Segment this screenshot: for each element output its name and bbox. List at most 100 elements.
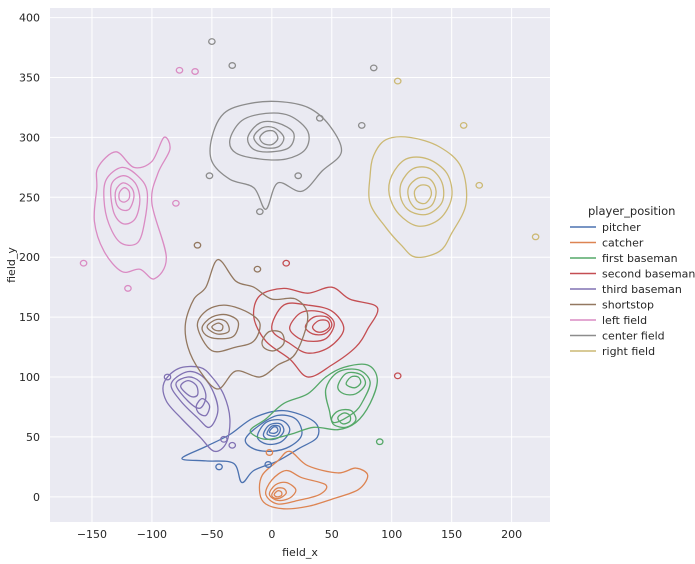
contour-line <box>268 426 279 434</box>
contour-line <box>337 412 352 425</box>
legend-label: pitcher <box>602 221 641 234</box>
contour-line <box>195 397 211 417</box>
contour-line <box>170 370 219 429</box>
x-tick-label: 0 <box>268 528 275 541</box>
contour-blob <box>375 438 384 446</box>
contour-line <box>253 125 285 149</box>
y-tick-label: 150 <box>19 311 40 324</box>
y-tick-labels: 0 50 100 150 200 250 300 350 400 <box>19 12 40 504</box>
series-center-field <box>209 100 343 210</box>
contour-blob <box>265 449 274 456</box>
legend-item: shortstop <box>570 299 654 312</box>
contour-blob <box>475 181 484 189</box>
legend-label: center field <box>602 330 665 343</box>
legend-label: catcher <box>602 237 644 250</box>
x-tick-label: 100 <box>381 528 402 541</box>
legend-item: catcher <box>570 237 644 250</box>
contour-line <box>93 136 171 280</box>
contour-line <box>118 187 131 203</box>
outlier-contours-right-field <box>393 77 540 241</box>
legend-title: player_position <box>588 204 675 218</box>
contour-blob <box>205 172 214 180</box>
contour-line <box>289 310 335 342</box>
contour-line <box>246 120 295 153</box>
contour-line <box>206 318 230 335</box>
outlier-contours-left-field <box>79 66 199 292</box>
y-tick-label: 200 <box>19 251 40 264</box>
contour-line <box>413 184 433 205</box>
contour-line <box>259 129 279 146</box>
contour-blob <box>228 62 237 69</box>
legend-label: right field <box>602 345 655 358</box>
y-tick-label: 400 <box>19 12 40 25</box>
contour-line <box>304 315 333 336</box>
contour-line <box>211 322 224 332</box>
contour-line <box>273 490 283 498</box>
x-tick-label: −150 <box>77 528 107 541</box>
contour-line <box>181 409 320 484</box>
contour-blob <box>220 435 228 443</box>
legend-item: first baseman <box>570 252 678 265</box>
outlier-contours-third-baseman <box>163 373 237 449</box>
y-tick-label: 0 <box>33 491 40 504</box>
contour-line <box>271 302 345 354</box>
y-tick-label: 50 <box>26 431 40 444</box>
contour-line <box>180 379 199 398</box>
contour-blob <box>282 259 291 267</box>
series-right-field <box>368 136 468 259</box>
x-axis-label: field_x <box>282 546 318 559</box>
y-tick-label: 100 <box>19 371 40 384</box>
legend-item: second baseman <box>570 268 695 281</box>
contour-blob <box>459 121 468 129</box>
x-tick-label: −100 <box>137 528 167 541</box>
outlier-contours-center-field <box>205 38 378 216</box>
contour-line <box>399 166 445 216</box>
contour-blob <box>124 284 132 292</box>
contour-line <box>407 176 437 211</box>
contour-line <box>258 450 369 510</box>
contour-line <box>266 424 282 437</box>
y-tick-label: 300 <box>19 131 40 144</box>
contour-line <box>209 100 343 210</box>
contour-line <box>368 136 468 259</box>
contour-blob <box>228 441 237 449</box>
contour-blob <box>193 241 202 249</box>
contour-blob <box>264 461 273 468</box>
contour-line <box>337 371 367 396</box>
outlier-contours-shortstop <box>193 241 262 273</box>
legend-item: left field <box>570 314 647 327</box>
x-tick-label: −50 <box>200 528 223 541</box>
contour-line <box>103 166 149 246</box>
contour-line <box>184 258 309 390</box>
contour-line <box>229 112 310 161</box>
contour-blob <box>172 199 180 207</box>
contour-line <box>201 313 240 340</box>
contour-line <box>162 365 231 453</box>
series-left-field <box>93 136 171 280</box>
legend-label: third baseman <box>602 283 682 296</box>
contour-blob <box>175 66 184 74</box>
outlier-contours-pitcher <box>215 461 273 471</box>
contour-line <box>311 319 331 333</box>
contour-line <box>268 481 297 502</box>
x-tick-label: 50 <box>325 528 339 541</box>
legend-label: second baseman <box>602 268 695 281</box>
contour-line <box>196 304 261 353</box>
contour-line <box>261 330 285 352</box>
series-catcher <box>258 450 369 510</box>
plot-area <box>50 8 550 522</box>
contour-line <box>271 487 287 500</box>
contour-line <box>244 414 303 453</box>
contour-line <box>324 368 371 424</box>
legend-label: shortstop <box>602 299 654 312</box>
series-layer <box>79 38 540 510</box>
contour-line <box>252 286 379 378</box>
contour-line <box>114 182 135 212</box>
y-tick-label: 350 <box>19 71 40 84</box>
outlier-contours-second-baseman <box>282 259 402 380</box>
legend: player_position pitcher catcher first base… <box>570 204 695 358</box>
contour-line <box>388 156 453 227</box>
contour-blob <box>208 38 216 45</box>
series-second-baseman <box>252 286 379 378</box>
series-shortstop <box>184 258 309 390</box>
